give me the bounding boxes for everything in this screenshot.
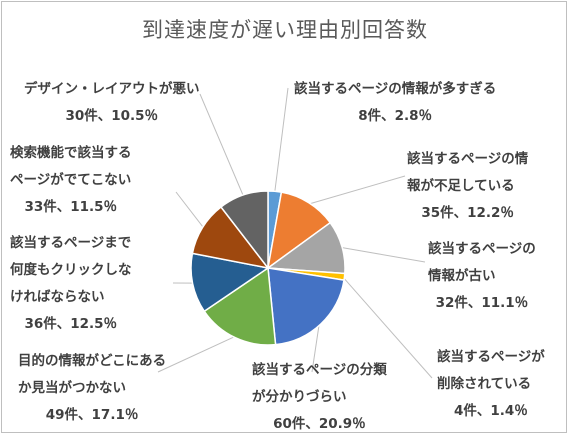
leader-line-8: [176, 192, 204, 229]
data-label-value: 35件、12.2％: [407, 200, 528, 227]
data-label-category-line: 該当するページの情: [407, 146, 528, 173]
data-label-category-line: ページがでてこない: [10, 167, 132, 194]
data-label-value: 8件、2.8％: [294, 103, 496, 130]
data-label-category-line: 情報が古い: [428, 263, 536, 290]
data-label-category-line: 検索機能で該当する: [10, 140, 132, 167]
data-label-category-line: 報が不足している: [407, 173, 528, 200]
leader-line-1: [275, 88, 288, 193]
data-label-category-line: 該当するページの分類: [252, 357, 387, 384]
leader-line-6: [158, 336, 236, 372]
data-label-value: 4件、1.4％: [437, 398, 545, 425]
data-label-category-line: ければならない: [10, 284, 132, 311]
data-label-category-line: 該当するページまで: [10, 230, 132, 257]
data-label-category-line: 削除されている: [437, 371, 545, 398]
data-label-value: 33件、11.5％: [10, 194, 132, 221]
data-label-value: 32件、11.1％: [428, 290, 536, 317]
data-label-category-line: が分かりづらい: [252, 384, 387, 411]
data-label-value: 49件、17.1％: [18, 402, 166, 429]
leader-line-3: [340, 247, 425, 262]
pie-slice-5: [268, 268, 344, 345]
data-label-category-line: 何度もクリックしな: [10, 257, 132, 284]
leader-line-2: [308, 176, 405, 204]
data-label-category-line: 目的の情報がどこにある: [18, 348, 166, 375]
data-label-value: 36件、12.5％: [10, 311, 132, 338]
data-label-category-line: か見当がつかない: [18, 375, 166, 402]
leader-line-9: [200, 94, 244, 197]
data-label-category-line: 該当するページの情報が多すぎる: [294, 76, 496, 103]
data-label-category-line: 該当するページの: [428, 236, 536, 263]
data-label-category-line: デザイン・レイアウトが悪い: [24, 76, 200, 103]
data-label-category-line: 該当するページが: [437, 344, 545, 371]
data-label-value: 30件、10.5％: [24, 103, 200, 130]
data-label-value: 60件、20.9％: [252, 411, 387, 438]
